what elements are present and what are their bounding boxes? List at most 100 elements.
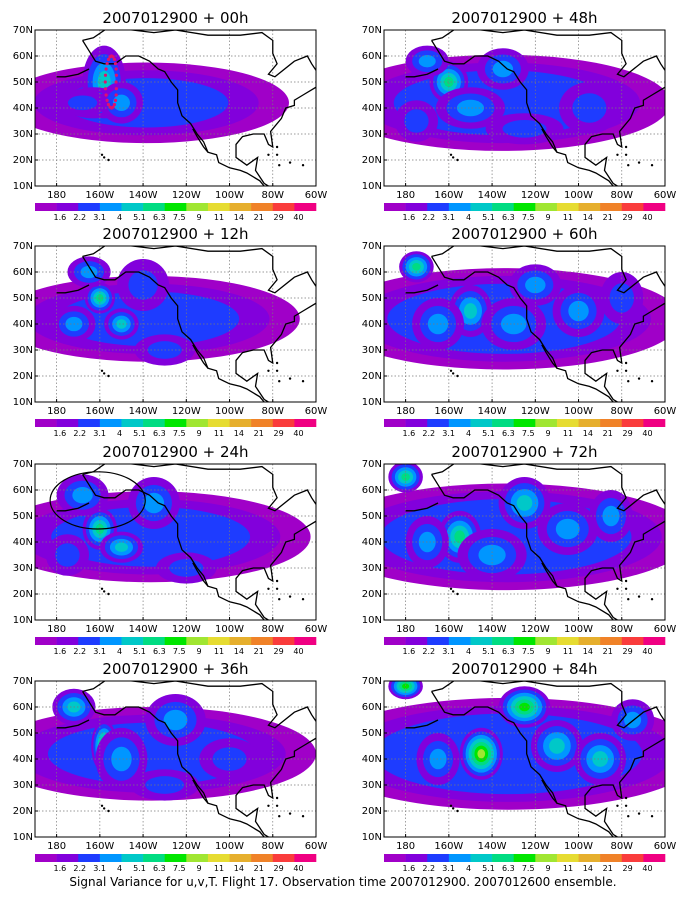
colorbar-label: 40 [642,429,652,438]
colorbar-label: 2.2 [73,429,86,438]
lon-tick-label: 60W [305,624,328,635]
colorbar: 1.6 2.2 3.1 4 5.1 6.3 7.5 9 11 14 21 29 40 [35,854,317,873]
colorbar-swatch [643,419,666,427]
map-panel: 2007012900 + 72h 70N 60N 50N 40N 30N 20N 10N 180… [362,443,677,656]
colorbar-label: 9 [546,864,551,873]
colorbar-swatch [272,203,295,211]
map-panel: 2007012900 + 24h 70N 60N 50N 40N 30N 20N 10N 180… [13,443,328,656]
colorbar-label: 3.1 [93,647,106,656]
lat-tick-label: 50N [362,511,382,522]
colorbar-label: 21 [603,864,613,873]
colorbar-swatch [35,854,57,862]
colorbar-label: 3.1 [442,647,455,656]
colorbar-swatch [448,637,471,645]
colorbar-label: 9 [546,213,551,222]
map-panel: 2007012900 + 36h 70N 60N 50N 40N 30N 20N 10N 180… [13,660,328,873]
colorbar-swatch [78,419,101,427]
colorbar-label: 9 [197,429,202,438]
colorbar-label: 1.6 [403,429,416,438]
colorbar-label: 21 [254,213,264,222]
lat-tick-label: 20N [13,589,33,600]
coastline [405,681,665,837]
variance-contour [418,55,436,68]
colorbar-label: 40 [642,647,652,656]
colorbar-swatch [35,637,57,645]
colorbar-label: 3.1 [93,429,106,438]
colorbar-label: 1.6 [403,213,416,222]
colorbar-swatch [448,854,471,862]
colorbar-label: 3.1 [442,213,455,222]
lat-tick-label: 30N [13,563,33,574]
colorbar-swatch [56,854,79,862]
colorbar-label: 5.1 [133,647,146,656]
colorbar-swatch [143,637,165,645]
colorbar: 1.6 2.2 3.1 4 5.1 6.3 7.5 9 11 14 21 29 40 [384,419,666,438]
variance-contour [572,93,607,123]
lat-tick-label: 20N [362,371,382,382]
lon-tick-label: 160W [434,190,463,201]
lon-tick-label: 160W [85,624,114,635]
colorbar-label: 6.3 [153,429,166,438]
variance-field [35,30,316,186]
colorbar-swatch [251,637,274,645]
colorbar-swatch [251,854,274,862]
colorbar-label: 7.5 [173,429,186,438]
lon-tick-label: 100W [215,841,244,852]
colorbar-label: 14 [583,647,593,656]
lon-tick-label: 60W [305,406,328,417]
colorbar-swatch [492,203,514,211]
panels: 2007012900 + 00h 70N 60N 50N 40N 30N 20N 10N 180… [13,9,677,873]
variance-contour [72,487,93,504]
lon-tick-label: 60W [305,190,328,201]
colorbar-label: 9 [546,429,551,438]
colorbar-label: 40 [642,213,652,222]
colorbar-label: 7.5 [522,213,535,222]
variance-contour [555,518,580,540]
colorbar-swatch [600,203,623,211]
lat-tick-label: 70N [362,241,382,252]
colorbar-label: 21 [603,647,613,656]
panel-title: 2007012900 + 72h [451,443,597,461]
lat-tick-label: 30N [362,780,382,791]
colorbar-swatch [229,203,252,211]
colorbar-label: 9 [197,864,202,873]
colorbar-label: 40 [293,864,303,873]
lon-tick-label: 120W [172,190,201,201]
colorbar-label: 40 [642,864,652,873]
lon-tick-label: 80W [261,841,284,852]
colorbar-label: 14 [234,213,244,222]
colorbar-swatch [121,203,144,211]
colorbar-label: 4 [466,213,471,222]
colorbar-label: 1.6 [54,429,67,438]
lat-tick-label: 70N [362,459,382,470]
lat-tick-label: 20N [362,806,382,817]
lon-tick-label: 180 [47,190,66,201]
colorbar-swatch [578,854,601,862]
colorbar-label: 1.6 [54,647,67,656]
colorbar-swatch [272,637,295,645]
colorbar-swatch [294,854,317,862]
variance-contour [96,294,104,302]
variance-contour [114,542,128,552]
lon-tick-label: 180 [396,841,415,852]
colorbar-label: 11 [563,429,573,438]
colorbar-label: 11 [214,213,224,222]
colorbar-label: 29 [274,647,284,656]
lon-tick-label: 140W [129,190,158,201]
colorbar-label: 6.3 [502,213,515,222]
lat-tick-label: 70N [362,25,382,36]
colorbar-swatch [207,203,230,211]
colorbar-swatch [600,419,623,427]
colorbar-swatch [492,637,514,645]
colorbar-label: 7.5 [173,647,186,656]
colorbar-swatch [470,419,493,427]
colorbar-swatch [186,854,209,862]
lat-tick-label: 10N [13,181,33,192]
lat-tick-label: 10N [362,181,382,192]
lon-tick-label: 120W [172,406,201,417]
colorbar-label: 1.6 [403,647,416,656]
coastline [405,464,665,620]
colorbar-swatch [164,637,187,645]
lat-tick-label: 50N [13,511,33,522]
lon-tick-label: 100W [564,841,593,852]
